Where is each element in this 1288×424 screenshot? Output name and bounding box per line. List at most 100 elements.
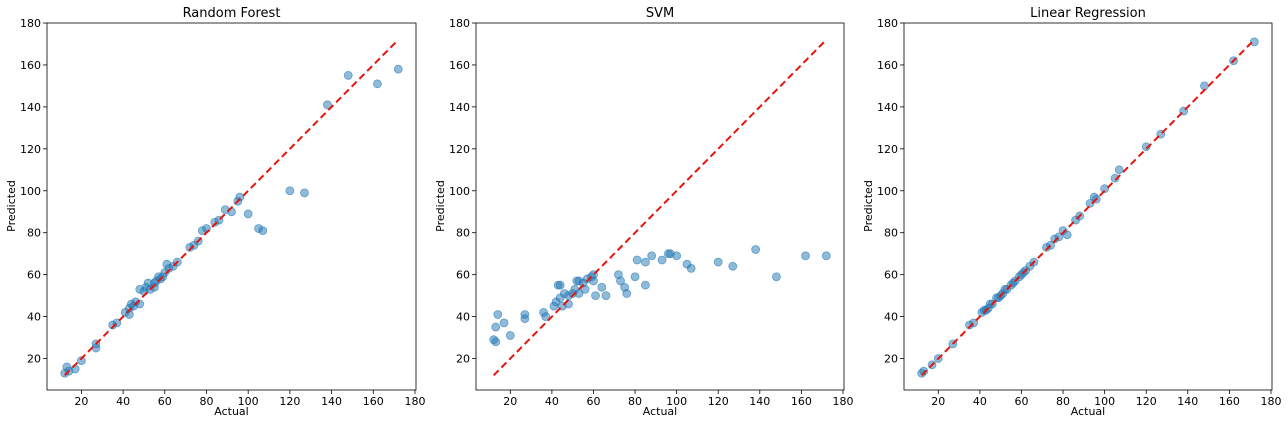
data-point (801, 251, 810, 261)
data-point (393, 64, 403, 74)
x-tick-label: 20 (931, 395, 945, 408)
y-tick-label: 20 (884, 353, 898, 366)
data-point (300, 188, 309, 198)
y-tick-label: 40 (27, 311, 41, 324)
data-point (235, 192, 245, 202)
x-tick-label: 60 (158, 395, 172, 408)
y-tick-label: 80 (884, 227, 898, 240)
data-point (601, 291, 611, 301)
data-point (589, 276, 598, 286)
y-tick-label: 180 (20, 17, 41, 30)
plot-frame (46, 22, 417, 391)
x-tick-label: 80 (628, 395, 642, 408)
data-point (622, 289, 632, 298)
x-tick-label: 180 (832, 395, 853, 408)
data-point (772, 272, 781, 282)
x-tick-label: 100 (238, 395, 259, 408)
data-point (751, 245, 761, 254)
x-axis-label: Actual (643, 405, 677, 418)
data-point (1249, 37, 1259, 47)
y-tick-label: 60 (27, 269, 41, 282)
data-point (1110, 173, 1120, 183)
y-tick-label: 100 (877, 185, 898, 198)
x-axis-label: Actual (1071, 405, 1105, 418)
y-tick-label: 80 (456, 227, 470, 240)
x-tick-label: 140 (1177, 395, 1198, 408)
data-point (713, 257, 723, 267)
y-tick-label: 80 (27, 227, 41, 240)
x-tick-label: 40 (116, 395, 130, 408)
y-tick-label: 60 (884, 269, 898, 282)
x-tick-label: 60 (1014, 395, 1028, 408)
data-point (491, 322, 501, 332)
x-tick-label: 40 (545, 395, 559, 408)
panel-title: Random Forest (183, 6, 281, 21)
y-axis-label: Predicted (862, 180, 875, 232)
x-tick-label: 160 (791, 395, 812, 408)
y-tick-label: 140 (877, 101, 898, 114)
reference-line (64, 39, 399, 377)
x-tick-label: 160 (363, 395, 384, 408)
y-tick-label: 120 (449, 143, 470, 156)
x-tick-label: 120 (1136, 395, 1157, 408)
data-point (919, 366, 929, 376)
data-point (343, 71, 353, 80)
data-point (322, 100, 332, 110)
data-point (641, 257, 650, 267)
data-point (1141, 142, 1151, 152)
data-point (243, 209, 253, 219)
data-point (591, 291, 600, 301)
x-tick-label: 180 (1260, 395, 1281, 408)
data-point (686, 263, 696, 273)
panel-linear-regression: Linear Regression Actual Predicted 20 40 6… (862, 6, 1281, 418)
x-tick-label: 20 (74, 395, 88, 408)
data-point (505, 331, 515, 340)
x-tick-label: 80 (199, 395, 213, 408)
data-point (1114, 165, 1124, 175)
y-tick-label: 20 (456, 353, 470, 366)
data-point (657, 255, 667, 265)
panel-title: SVM (646, 6, 674, 21)
data-point (821, 251, 831, 261)
data-point (258, 226, 268, 236)
x-tick-label: 120 (708, 395, 729, 408)
y-tick-label: 20 (27, 353, 41, 366)
x-tick-label: 140 (321, 395, 342, 408)
x-tick-label: 80 (1056, 395, 1070, 408)
data-point (597, 282, 607, 292)
plot-frame (475, 22, 845, 391)
x-tick-label: 100 (666, 395, 687, 408)
y-tick-label: 160 (449, 59, 470, 72)
y-tick-label: 180 (449, 17, 470, 30)
data-point (491, 337, 501, 347)
data-point (672, 251, 682, 261)
data-point (580, 284, 590, 294)
y-tick-label: 60 (456, 269, 470, 282)
y-tick-label: 180 (877, 17, 898, 30)
reference-line (492, 39, 828, 377)
data-point (493, 310, 503, 319)
data-point (499, 318, 509, 328)
data-point (616, 276, 625, 286)
x-tick-label: 100 (1094, 395, 1115, 408)
panel-title: Linear Regression (1030, 6, 1146, 21)
x-tick-label: 40 (973, 395, 987, 408)
x-tick-label: 180 (404, 395, 425, 408)
y-tick-label: 160 (20, 59, 41, 72)
y-tick-label: 140 (20, 101, 41, 114)
y-axis-label: Predicted (5, 180, 18, 232)
x-axis-label: Actual (214, 405, 248, 418)
data-point (520, 310, 530, 319)
data-point (632, 255, 642, 265)
data-point (373, 79, 382, 89)
y-tick-label: 120 (877, 143, 898, 156)
plot-frame (903, 22, 1273, 391)
data-point (555, 280, 565, 290)
panel-svm: SVM Actual Predicted 20 40 60 80 100 120 140 16… (434, 6, 853, 418)
y-tick-label: 140 (449, 101, 470, 114)
y-axis-label: Predicted (434, 180, 447, 232)
y-tick-label: 40 (884, 311, 898, 324)
data-point (641, 280, 650, 290)
data-point (285, 186, 295, 196)
